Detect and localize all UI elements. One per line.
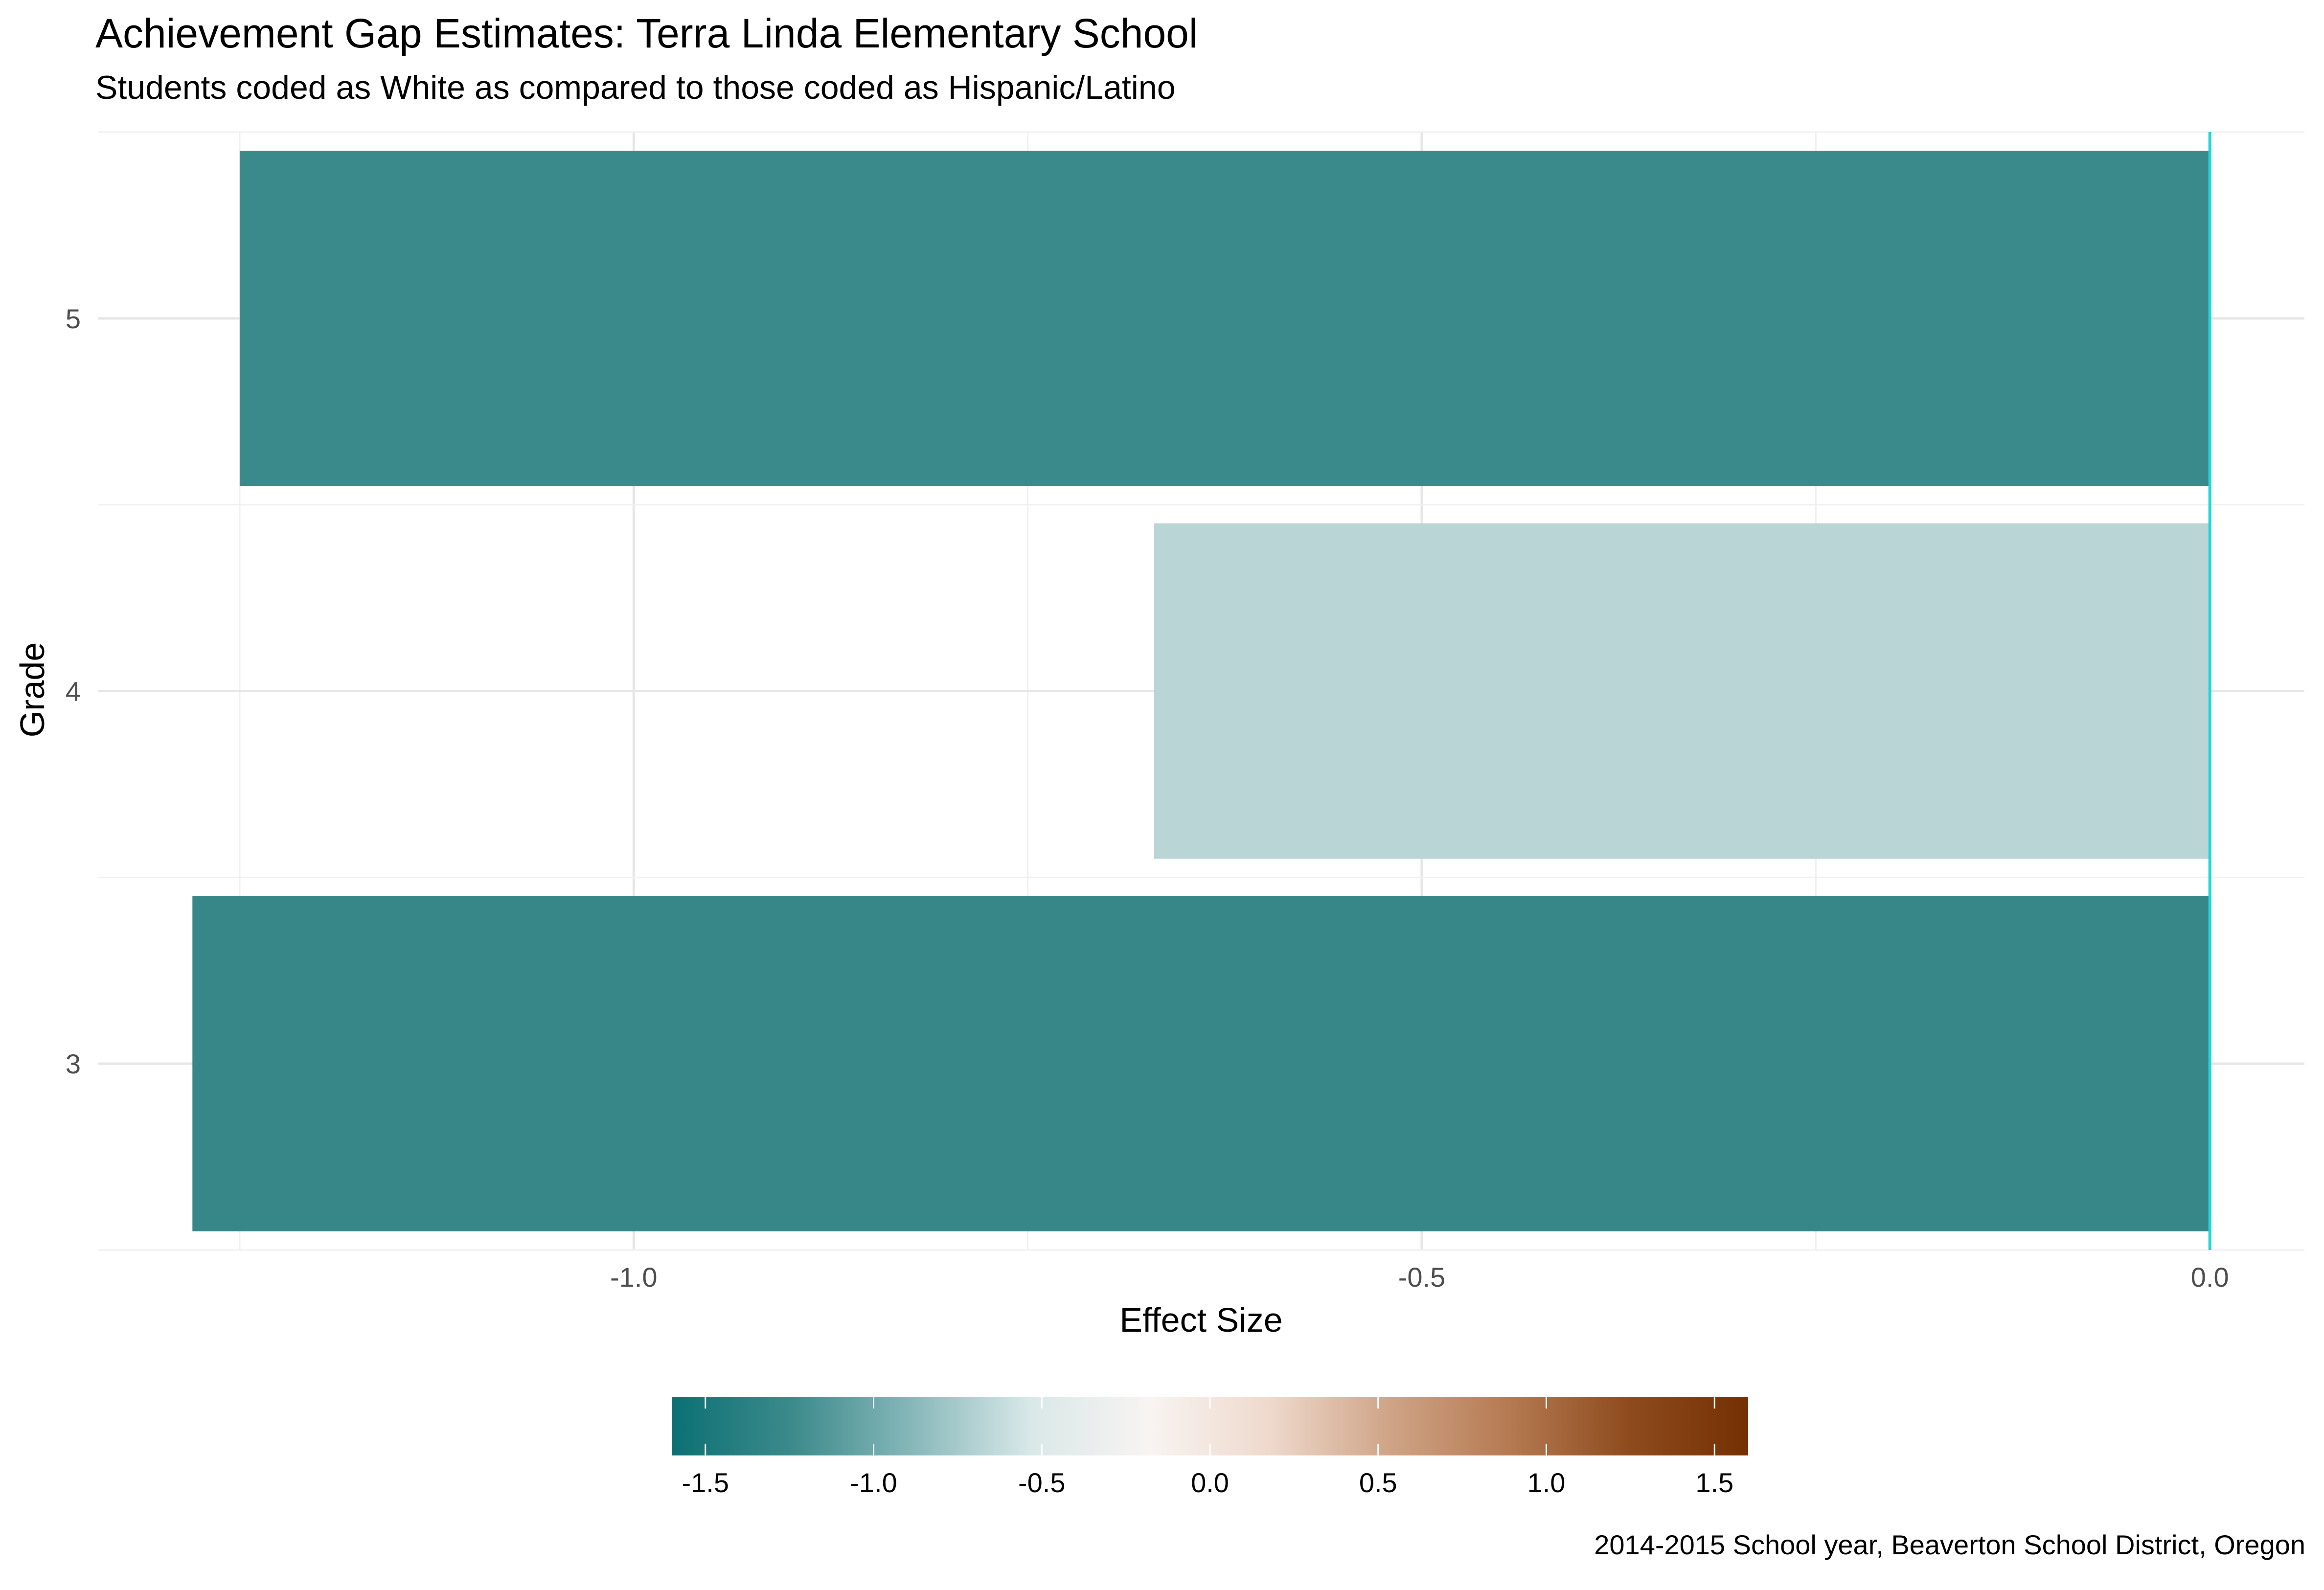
y-tick-label: 4 xyxy=(66,676,81,707)
colorbar-legend: -1.5 -1.0 -0.5 0.0 0.5 1.0 1.5 xyxy=(672,1397,1748,1498)
colorbar-tick-label: -1.0 xyxy=(850,1467,897,1498)
y-tick-label: 3 xyxy=(66,1048,81,1079)
colorbar-ticks: -1.5 -1.0 -0.5 0.0 0.5 1.0 1.5 xyxy=(682,1397,1733,1498)
colorbar-tick-label: -1.5 xyxy=(682,1467,729,1498)
bars xyxy=(192,151,2210,1231)
x-tick-label: -0.5 xyxy=(1398,1262,1446,1293)
bar-grade-4 xyxy=(1154,523,2210,859)
chart-caption: 2014-2015 School year, Beaverton School … xyxy=(1594,1529,2305,1560)
x-axis-title: Effect Size xyxy=(1119,1301,1282,1339)
colorbar-tick-label: 1.0 xyxy=(1527,1467,1566,1498)
colorbar-tick-label: 0.5 xyxy=(1359,1467,1397,1498)
colorbar-tick-label: 0.0 xyxy=(1191,1467,1229,1498)
x-axis-ticks: -1.0 -0.5 0.0 xyxy=(610,1262,2229,1293)
colorbar-tick-label: 1.5 xyxy=(1695,1467,1733,1498)
x-tick-label: -1.0 xyxy=(610,1262,658,1293)
y-tick-label: 5 xyxy=(66,303,81,334)
y-axis-title: Grade xyxy=(13,642,51,738)
chart-subtitle: Students coded as White as compared to t… xyxy=(95,69,1176,106)
colorbar-tick-label: -0.5 xyxy=(1018,1467,1066,1498)
y-axis-ticks: 3 4 5 xyxy=(66,303,81,1079)
chart-title: Achievement Gap Estimates: Terra Linda E… xyxy=(95,10,1198,56)
bar-grade-5 xyxy=(239,151,2210,486)
x-tick-label: 0.0 xyxy=(2191,1262,2229,1293)
bar-grade-3 xyxy=(192,896,2210,1231)
